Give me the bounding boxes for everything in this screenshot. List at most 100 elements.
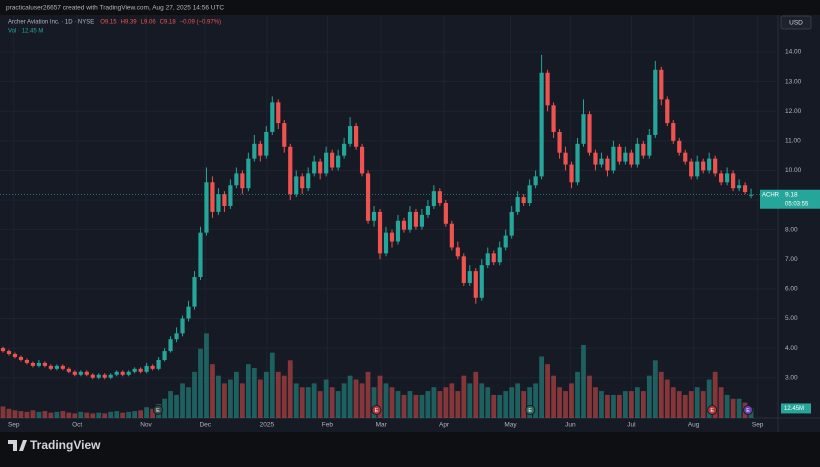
candle-body [42, 362, 47, 366]
volume-bar [389, 387, 395, 418]
grid [0, 15, 778, 418]
volume-bar [60, 411, 66, 418]
volume-bar [646, 375, 652, 418]
volume-bar [6, 408, 12, 418]
volume-bar [36, 411, 42, 418]
candle-body [162, 351, 167, 360]
candle-body [647, 134, 652, 156]
volume-bar [449, 383, 455, 418]
candle-body [443, 203, 448, 224]
candle-body [60, 365, 65, 369]
candle-body [371, 211, 377, 221]
candle-body [348, 126, 353, 144]
candle-body [24, 359, 30, 363]
candle-body [509, 211, 514, 236]
volume-bar [581, 344, 586, 418]
volume-bar [341, 383, 347, 418]
volume-bar [192, 371, 197, 418]
volume-legend: Vol · 12.45 M [8, 29, 43, 35]
candle-body [30, 362, 36, 366]
volume-bar [736, 398, 742, 418]
volume-bar [293, 383, 299, 418]
volume-bar [640, 391, 646, 418]
volume-bar [533, 383, 539, 418]
candle-body [377, 211, 383, 254]
candle-body [671, 123, 676, 141]
candle-body [515, 197, 520, 212]
candle-body [306, 173, 311, 189]
candle-body [407, 211, 413, 230]
candle-body [419, 214, 425, 227]
price-scale [778, 15, 820, 418]
ohlc-value: L9.06 [141, 20, 157, 26]
volume-bar [551, 375, 556, 418]
candle-body [719, 173, 724, 183]
x-tick-label: Jul [627, 422, 636, 429]
volume-bar [102, 413, 108, 418]
candle-body [204, 182, 209, 233]
volume-bar [54, 411, 60, 418]
volume-bar [323, 379, 329, 418]
candle-body [533, 176, 538, 186]
candle-body [731, 173, 736, 189]
candle-body [617, 146, 622, 162]
candle-body [288, 146, 293, 195]
candle-body [138, 368, 143, 372]
candle-body [581, 114, 586, 144]
candle-body [665, 99, 670, 124]
volume-bar [730, 398, 736, 418]
candle-body [467, 271, 472, 283]
y-tick-label: 11.00 [785, 138, 801, 145]
volume-bar [257, 379, 263, 418]
volume-bar [395, 391, 401, 418]
event-marker [371, 405, 382, 415]
volume-bar [335, 391, 341, 418]
candle-body [78, 371, 83, 375]
volume-bar [222, 383, 227, 418]
y-tick-label: 5.00 [785, 315, 798, 322]
candle-body [36, 362, 41, 366]
volume-bar [455, 391, 461, 418]
candle-body [126, 371, 131, 375]
y-tick-label: 13.00 [785, 78, 802, 85]
candle-body [575, 143, 580, 183]
candle-body [48, 365, 53, 369]
volume-label: 12.45M [784, 406, 804, 412]
event-marker [743, 405, 754, 415]
volume-bar [239, 383, 245, 418]
candle-body [383, 232, 389, 254]
candle-body [695, 161, 700, 177]
candle-body [449, 223, 454, 248]
candle-body [437, 191, 442, 204]
candle-body [300, 176, 305, 189]
candle-body [557, 131, 562, 153]
volume-bar [72, 413, 78, 418]
logo-text: TradingView [30, 438, 101, 452]
candle-body [330, 152, 335, 168]
candle-body [258, 143, 263, 156]
volume-bar [712, 371, 718, 418]
volume-bar [48, 412, 54, 418]
candle-body [491, 253, 496, 263]
volume-bar [12, 410, 18, 418]
y-tick-label: 7.00 [785, 256, 798, 263]
candle-body [677, 140, 682, 153]
candle-body [623, 152, 628, 162]
candle-body [6, 351, 12, 355]
candle-body [228, 185, 233, 206]
candle-body [401, 220, 407, 230]
volume-bar [401, 394, 407, 418]
volume-bar [275, 371, 281, 418]
volume-bar [78, 411, 84, 418]
volume-bar [305, 387, 311, 418]
candle-body [186, 306, 191, 319]
candle-body [96, 374, 101, 378]
volume-bar [497, 394, 503, 418]
candle-body [312, 161, 317, 174]
volume-bar [437, 391, 443, 418]
logo: TradingView [8, 438, 101, 452]
event-label: E [156, 408, 160, 414]
plot-area [0, 15, 778, 418]
volume-bar [216, 375, 221, 418]
candle-body [653, 69, 658, 135]
